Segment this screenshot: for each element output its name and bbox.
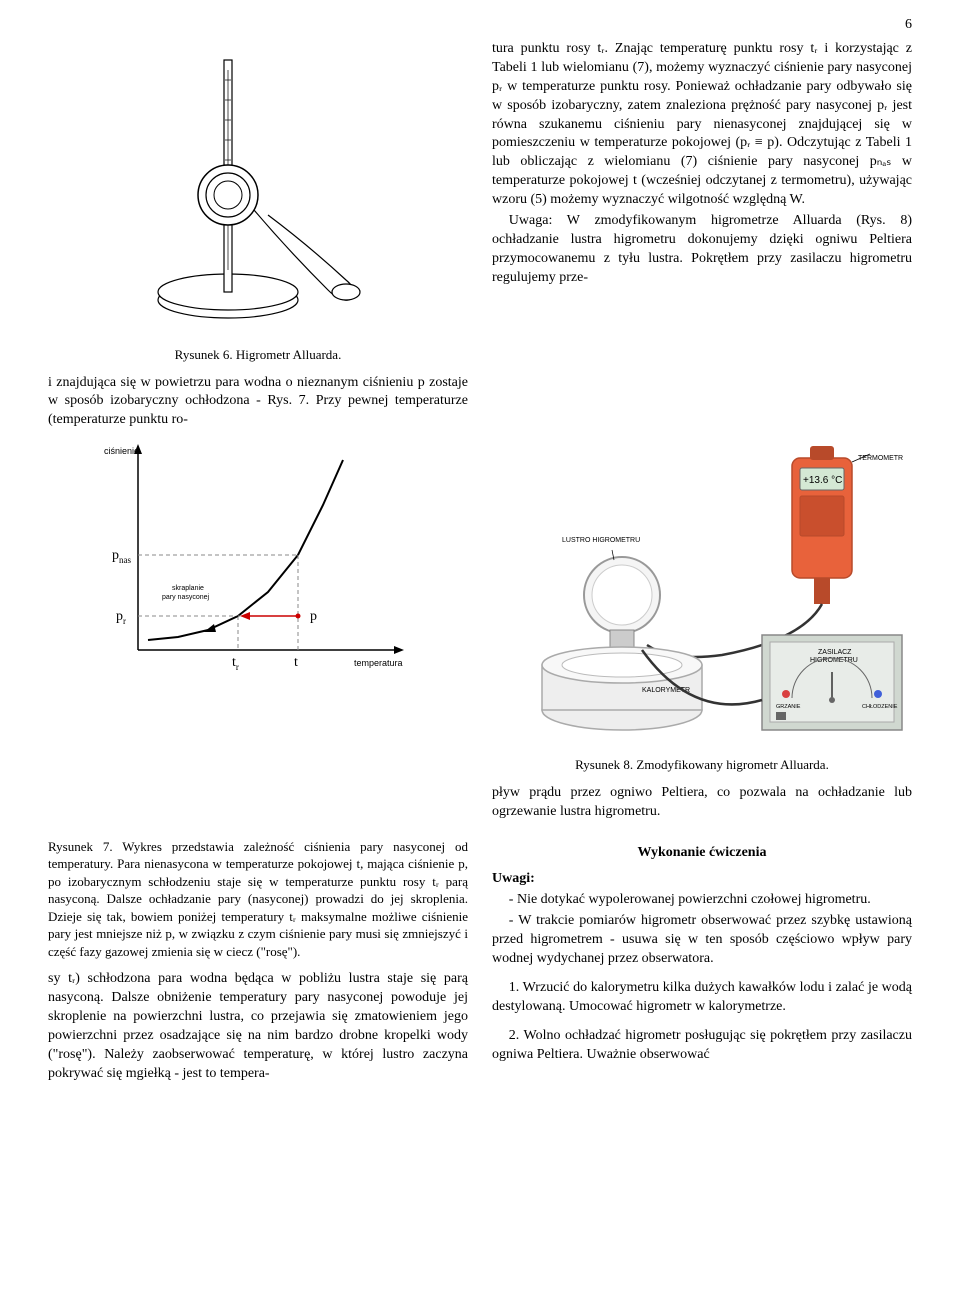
uwaga2: - W trakcie pomiarów higrometr obserwowa… bbox=[492, 912, 912, 969]
fig7-tr-label: tr bbox=[232, 655, 239, 672]
fig6-caption: Rysunek 6. Higrometr Alluarda. bbox=[48, 346, 468, 364]
page-number: 6 bbox=[905, 16, 912, 35]
fig7-p-label: p bbox=[310, 609, 317, 624]
section-title: Wykonanie ćwiczenia bbox=[492, 844, 912, 863]
fig7-chart: ciśnienie temperatura pnas pr p tr t bbox=[98, 440, 418, 690]
right-mid-paragraph: pływ prądu przez ogniwo Peltiera, co poz… bbox=[492, 784, 912, 822]
fig8-apparatus: +13.6 °C TERMOMETR LUSTRO HIGROMETRU KAL… bbox=[492, 440, 912, 750]
fig8-display: +13.6 °C bbox=[803, 475, 842, 486]
fig8-grzanie-label: GRZANIE bbox=[776, 704, 801, 710]
upper-right-para1: tura punktu rosy tᵣ. Znając temperaturę … bbox=[492, 40, 912, 210]
fig7-annotation: skraplanie pary nasyconej bbox=[162, 585, 210, 601]
fig8-chlodzenie-label: CHŁODZENIE bbox=[862, 704, 898, 710]
left-mid-paragraph: i znajdująca się w powietrzu para wodna … bbox=[48, 374, 468, 431]
uwaga1: - Nie dotykać wypolerowanej powierzchni … bbox=[492, 891, 912, 910]
fig8-zasilacz-label: ZASILACZ HIGROMETRU bbox=[810, 649, 858, 664]
step1: 1. Wrzucić do kalorymetru kilka dużych k… bbox=[492, 979, 912, 1017]
fig8-lustro-label: LUSTRO HIGROMETRU bbox=[562, 537, 640, 544]
fig7-pnas-label: pnas bbox=[112, 548, 131, 565]
fig8-caption: Rysunek 8. Zmodyfikowany higrometr Allua… bbox=[492, 756, 912, 774]
fig7-t-label: t bbox=[294, 655, 298, 670]
step2: 2. Wolno ochładzać higrometr posługując … bbox=[492, 1027, 912, 1065]
upper-right-para2: Uwaga: W zmodyfikowanym higrometrze Allu… bbox=[492, 212, 912, 288]
uwagi-label: Uwagi: bbox=[492, 871, 535, 886]
left-bottom-paragraph: sy tᵣ) schłodzona para wodna będąca w po… bbox=[48, 970, 468, 1083]
fig6-illustration bbox=[128, 40, 388, 340]
fig7-xlabel: temperatura bbox=[354, 658, 403, 668]
fig7-caption: Rysunek 7. Wykres przedstawia zależność … bbox=[48, 838, 468, 961]
fig7-ylabel: ciśnienie bbox=[104, 446, 139, 456]
fig7-pr-label: pr bbox=[116, 609, 126, 626]
